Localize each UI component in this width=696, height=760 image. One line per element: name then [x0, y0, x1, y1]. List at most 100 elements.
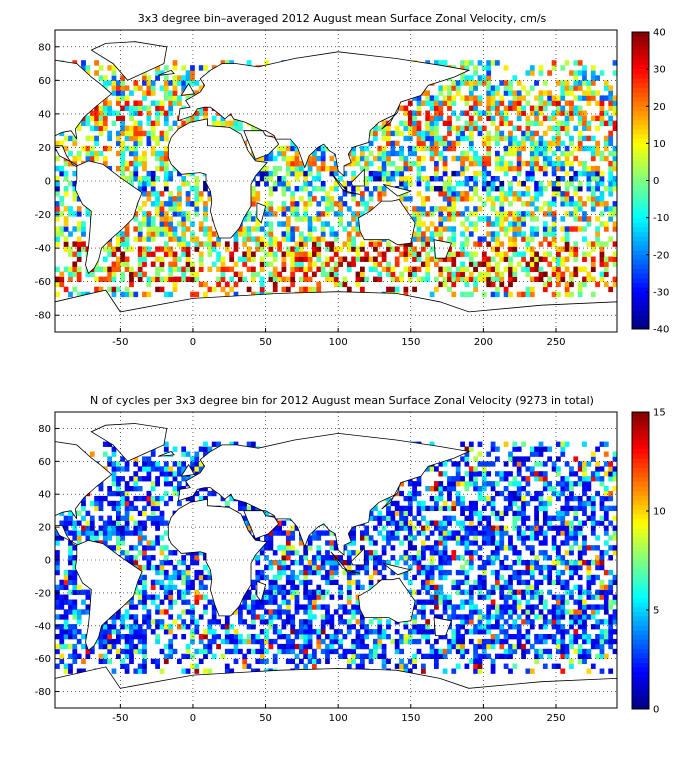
data-cell: [98, 638, 104, 645]
data-cell: [556, 130, 561, 137]
data-cell: [508, 624, 513, 630]
data-cell: [477, 589, 483, 595]
data-cell: [303, 579, 309, 586]
data-cell: [168, 105, 174, 111]
data-cell: [529, 609, 535, 615]
data-cell: [547, 145, 553, 152]
data-cell: [569, 609, 574, 615]
data-cell: [355, 281, 361, 288]
data-cell: [59, 614, 65, 620]
data-cell: [551, 150, 557, 157]
data-cell: [477, 115, 483, 122]
data-cell: [381, 160, 387, 167]
data-cell: [529, 201, 535, 207]
data-cell: [307, 634, 313, 640]
data-cell: [285, 658, 291, 665]
data-cell: [381, 658, 387, 665]
data-cell: [346, 589, 352, 595]
data-cell: [425, 120, 431, 127]
data-cell: [468, 85, 474, 91]
data-cell: [76, 211, 82, 217]
data-cell: [468, 629, 474, 635]
colorbar-tick-label: 30: [653, 65, 666, 76]
data-cell: [434, 594, 439, 600]
data-cell: [72, 271, 78, 278]
data-cell: [499, 589, 505, 595]
data-cell: [551, 221, 557, 227]
data-cell: [360, 271, 365, 278]
data-cell: [390, 246, 396, 252]
data-cell: [569, 85, 574, 91]
data-cell: [442, 574, 448, 581]
data-cell: [590, 579, 596, 586]
data-cell: [481, 160, 487, 167]
data-cell: [556, 614, 561, 620]
data-cell: [129, 638, 134, 645]
data-cell: [264, 155, 269, 162]
data-cell: [137, 599, 143, 605]
data-cell: [238, 120, 243, 127]
data-cell: [386, 150, 391, 157]
data-cell: [599, 120, 605, 127]
data-cell: [416, 140, 422, 147]
data-cell: [111, 246, 117, 252]
data-cell: [246, 638, 252, 645]
data-cell: [477, 261, 483, 267]
data-cell: [421, 165, 426, 172]
data-cell: [325, 658, 330, 665]
data-cell: [460, 150, 465, 157]
data-cell: [516, 211, 522, 217]
data-cell: [264, 261, 269, 267]
data-cell: [381, 145, 387, 152]
data-cell: [268, 221, 274, 227]
data-cell: [612, 241, 618, 247]
data-cell: [486, 80, 492, 86]
data-cell: [551, 140, 557, 147]
data-cell: [521, 594, 526, 600]
data-cell: [381, 266, 387, 273]
data-cell: [595, 638, 600, 645]
data-cell: [608, 629, 614, 635]
data-cell: [320, 574, 326, 581]
data-cell: [551, 291, 557, 298]
data-cell: [246, 60, 252, 66]
data-cell: [207, 286, 213, 293]
data-cell: [338, 653, 343, 660]
colorbar-swatch: [632, 36, 649, 42]
data-cell: [137, 629, 143, 635]
data-cell: [146, 75, 152, 81]
data-cell: [590, 70, 596, 76]
y-tick-label: -60: [35, 277, 51, 288]
data-cell: [560, 201, 566, 207]
data-cell: [76, 251, 82, 257]
data-cell: [460, 276, 465, 283]
data-cell: [516, 574, 522, 581]
data-cell: [477, 60, 483, 66]
data-cell: [198, 196, 204, 202]
data-cell: [438, 569, 444, 576]
data-cell: [412, 130, 417, 137]
data-cell: [490, 90, 496, 96]
data-cell: [172, 201, 178, 207]
data-cell: [290, 594, 296, 600]
data-cell: [434, 170, 439, 177]
data-cell: [569, 226, 574, 232]
data-cell: [55, 624, 60, 630]
data-cell: [608, 135, 614, 142]
data-cell: [155, 206, 160, 212]
data-cell: [325, 196, 330, 202]
data-cell: [94, 150, 99, 157]
data-cell: [102, 634, 108, 640]
data-cell: [198, 614, 204, 620]
data-cell: [612, 251, 618, 257]
data-cell: [595, 216, 600, 222]
data-cell: [360, 653, 365, 660]
data-cell: [194, 276, 200, 283]
data-cell: [551, 186, 557, 192]
data-cell: [155, 634, 160, 640]
data-cell: [194, 176, 200, 182]
data-cell: [168, 110, 174, 116]
data-cell: [351, 246, 356, 252]
data-cell: [320, 604, 326, 610]
data-cell: [72, 186, 78, 192]
